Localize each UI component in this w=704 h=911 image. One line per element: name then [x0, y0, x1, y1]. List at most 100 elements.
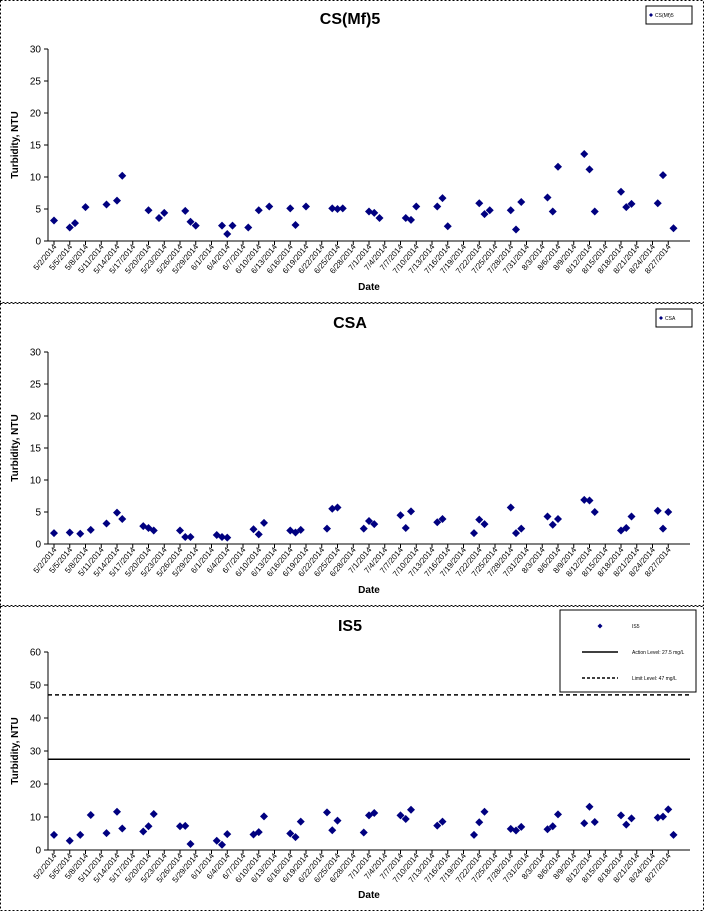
- data-point: [296, 525, 305, 534]
- data-point: [554, 515, 562, 524]
- chart-title: IS5: [338, 618, 362, 635]
- data-point: [218, 221, 226, 230]
- data-point: [470, 529, 478, 538]
- data-point: [286, 204, 295, 213]
- data-point: [517, 822, 526, 831]
- data-point: [191, 221, 200, 230]
- data-point: [76, 529, 85, 538]
- data-point: [186, 532, 195, 541]
- data-point: [659, 524, 667, 533]
- data-point: [659, 812, 667, 821]
- data-point: [659, 171, 667, 180]
- data-point: [543, 193, 552, 202]
- data-point: [65, 528, 74, 537]
- y-tick-label: 60: [30, 648, 42, 659]
- data-point: [265, 202, 274, 211]
- y-tick-label: 20: [30, 780, 42, 791]
- y-tick-label: 10: [30, 813, 42, 824]
- data-point: [396, 811, 405, 820]
- data-point: [585, 802, 594, 811]
- data-point: [323, 524, 331, 533]
- data-point: [438, 194, 447, 203]
- data-point: [139, 522, 148, 531]
- data-point: [407, 507, 415, 516]
- y-tick-label: 25: [30, 380, 42, 391]
- data-point: [160, 208, 169, 217]
- data-point: [548, 520, 557, 529]
- data-point: [260, 518, 268, 527]
- x-axis-label: Date: [358, 585, 380, 596]
- data-point: [181, 206, 190, 215]
- legend-box: [655, 308, 693, 328]
- data-point: [249, 525, 258, 534]
- y-tick-label: 30: [30, 747, 42, 758]
- legend-box: [645, 5, 693, 25]
- data-point: [71, 219, 79, 228]
- data-point: [375, 213, 384, 222]
- data-point: [627, 512, 636, 521]
- data-point: [181, 532, 190, 541]
- data-point: [512, 529, 520, 538]
- data-point: [212, 836, 221, 845]
- data-point: [622, 524, 631, 532]
- y-tick-label: 0: [35, 237, 41, 248]
- chart-title: CSA: [333, 315, 367, 332]
- y-tick-label: 5: [35, 205, 41, 216]
- data-point: [102, 829, 111, 838]
- data-point: [328, 204, 337, 213]
- data-point: [401, 814, 410, 823]
- y-tick-label: 40: [30, 714, 42, 725]
- data-point: [86, 811, 95, 820]
- data-point: [181, 821, 190, 830]
- data-point: [254, 530, 263, 539]
- data-point: [506, 503, 515, 512]
- legend-marker: [597, 623, 603, 629]
- data-point: [223, 830, 232, 839]
- data-point: [590, 207, 599, 216]
- data-point: [433, 202, 442, 211]
- data-point: [296, 817, 305, 826]
- data-point: [580, 819, 589, 828]
- data-point: [286, 829, 295, 838]
- data-point: [554, 162, 562, 171]
- y-tick-label: 10: [30, 173, 42, 184]
- data-point: [433, 518, 442, 527]
- data-point: [543, 825, 552, 834]
- y-tick-label: 30: [30, 45, 42, 56]
- data-point: [653, 813, 662, 822]
- data-point: [485, 206, 494, 215]
- data-point: [102, 200, 111, 209]
- data-point: [291, 528, 300, 537]
- data-point: [622, 203, 631, 212]
- data-point: [517, 197, 526, 206]
- data-point: [590, 508, 599, 516]
- y-tick-label: 0: [35, 540, 41, 551]
- data-point: [333, 205, 342, 213]
- legend-label: Action Level: 27.5 mg/L: [632, 650, 684, 656]
- data-point: [176, 822, 184, 831]
- data-point: [144, 206, 153, 215]
- data-point: [149, 810, 158, 819]
- data-point: [365, 811, 373, 820]
- chart-frame: [0, 0, 704, 303]
- data-point: [186, 217, 195, 226]
- data-point: [664, 508, 673, 516]
- legend-label: CS(Mf)5: [655, 13, 674, 19]
- data-point: [585, 496, 594, 505]
- data-point: [338, 204, 347, 213]
- legend-label: Limit Level: 47 mg/L: [632, 676, 677, 682]
- x-axis-label: Date: [358, 282, 380, 293]
- data-point: [653, 506, 662, 515]
- data-point: [480, 520, 489, 529]
- data-point: [590, 817, 599, 826]
- data-point: [86, 525, 95, 534]
- data-point: [144, 822, 153, 831]
- data-point: [76, 830, 85, 839]
- data-point: [291, 221, 300, 229]
- data-point: [113, 807, 121, 816]
- data-point: [396, 511, 405, 520]
- data-point: [475, 199, 484, 208]
- data-point: [359, 524, 368, 533]
- data-point: [260, 812, 268, 821]
- data-point: [113, 196, 121, 205]
